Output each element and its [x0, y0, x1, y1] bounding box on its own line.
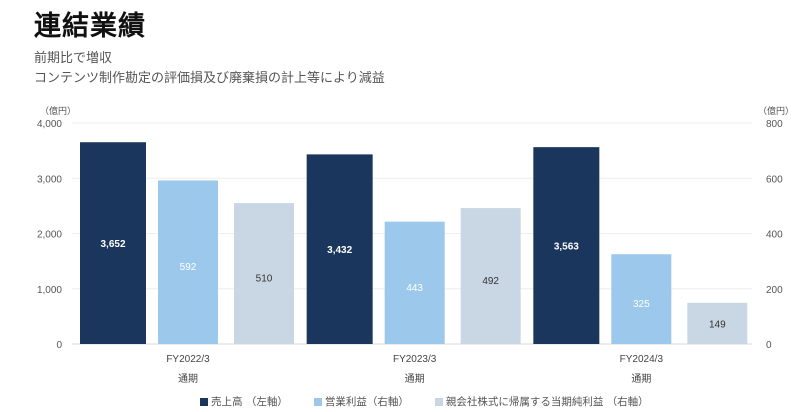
- legend-item: 営業利益（右軸）: [313, 394, 409, 409]
- bar-revenue: [80, 142, 146, 344]
- right-tick-label: 600: [766, 174, 783, 185]
- data-label: 443: [406, 283, 423, 294]
- category-label: FY2024/3: [620, 354, 664, 365]
- category-sublabel: 通期: [631, 373, 651, 385]
- bar-revenue: [306, 154, 373, 344]
- category-label: FY2023/3: [393, 354, 437, 365]
- bar-net-profit: [234, 203, 294, 344]
- legend-swatch: [434, 397, 443, 406]
- bar-revenue: [533, 147, 600, 344]
- data-label: 510: [256, 274, 273, 285]
- left-tick-label: 1,000: [37, 285, 62, 296]
- subtitle-profit: コンテンツ制作勘定の評価損及び廃棄損の計上等により減益: [34, 71, 385, 86]
- bar-operating-profit: [611, 254, 672, 344]
- category-sublabel: 通期: [405, 373, 425, 385]
- bar-net-profit: [460, 208, 521, 344]
- data-label: 3,652: [100, 239, 125, 250]
- legend-label: 親会社株式に帰属する当期純利益 （右軸）: [445, 396, 649, 408]
- data-label: 3,432: [327, 245, 352, 256]
- left-tick-label: 4,000: [37, 119, 62, 130]
- left-tick-label: 0: [56, 340, 62, 351]
- data-label: 592: [180, 262, 197, 273]
- right-tick-label: 0: [766, 340, 772, 351]
- category-label: FY2022/3: [166, 354, 210, 365]
- bar-net-profit: [687, 302, 748, 344]
- left-tick-label: 3,000: [37, 174, 62, 185]
- data-label: 3,563: [554, 242, 579, 253]
- legend-label: 営業利益（右軸）: [324, 396, 409, 408]
- right-tick-label: 400: [766, 230, 783, 241]
- bar-operating-profit: [384, 221, 445, 344]
- legend-swatch: [200, 397, 208, 406]
- subtitle-revenue: 前期比で増収: [34, 51, 113, 66]
- data-label: 149: [709, 319, 726, 330]
- left-tick-label: 2,000: [37, 230, 62, 241]
- legend-swatch: [313, 397, 322, 406]
- data-label: 492: [482, 276, 499, 287]
- left-axis-unit: （億円）: [40, 105, 76, 116]
- legend-item: 売上高 （左軸）: [200, 394, 288, 409]
- legend-item: 親会社株式に帰属する当期純利益 （右軸）: [434, 394, 649, 409]
- category-sublabel: 通期: [178, 373, 198, 385]
- bar-operating-profit: [158, 180, 218, 344]
- right-tick-label: 200: [766, 285, 783, 296]
- right-axis-unit: （億円）: [758, 105, 794, 116]
- page-title: 連結業績: [34, 11, 146, 42]
- right-tick-label: 800: [766, 119, 783, 130]
- legend-label: 売上高 （左軸）: [211, 396, 288, 408]
- data-label: 325: [633, 299, 650, 310]
- legend: 売上高 （左軸） 営業利益（右軸） 親会社株式に帰属する当期純利益 （右軸）: [200, 394, 649, 409]
